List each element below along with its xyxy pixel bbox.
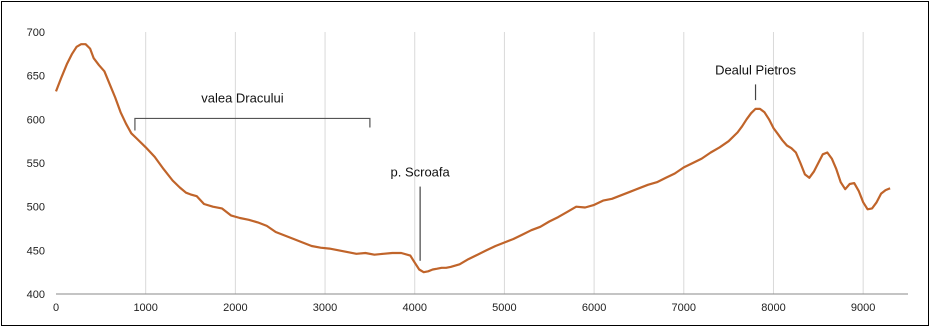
y-tick-label: 400 [27, 289, 45, 301]
annotation-label: p. Scroafa [390, 165, 450, 180]
x-tick-label: 5000 [492, 302, 516, 314]
y-tick-label: 550 [27, 158, 45, 170]
y-tick-label: 650 [27, 71, 45, 83]
y-tick-label: 700 [27, 27, 45, 39]
elevation-line [54, 43, 891, 274]
x-tick-label: 7000 [672, 302, 696, 314]
x-tick-label: 8000 [761, 302, 785, 314]
x-tick-labels: 0 1000 2000 3000 4000 5000 6000 7000 8000 9000 [53, 302, 875, 314]
x-tick-label: 1000 [133, 302, 157, 314]
annotation-label: Dealul Pietros [715, 62, 796, 77]
y-tick-label: 450 [27, 245, 45, 257]
x-tick-label: 3000 [313, 302, 337, 314]
x-tick-label: 2000 [223, 302, 247, 314]
y-tick-label: 600 [27, 114, 45, 126]
x-tick-label: 9000 [851, 302, 875, 314]
valea-dracului-bracket [134, 117, 371, 131]
y-tick-label: 500 [27, 202, 45, 214]
x-tick-label: 6000 [582, 302, 606, 314]
x-tick-label: 4000 [402, 302, 426, 314]
y-tick-labels: 400 450 500 550 600 650 700 [27, 27, 45, 301]
annotation-label: valea Dracului [201, 90, 283, 105]
vertical-gridlines [145, 32, 864, 294]
x-tick-label: 0 [53, 302, 59, 314]
annotations: valea Dracului p. Scroafa Dealul Pietros [134, 62, 796, 261]
